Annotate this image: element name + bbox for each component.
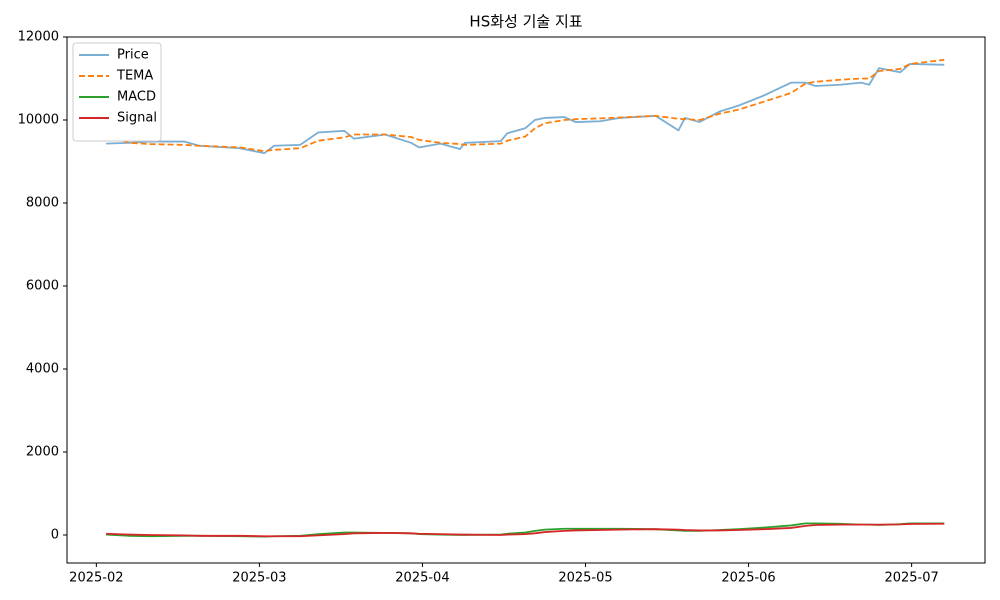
y-tick-label: 2000 bbox=[26, 444, 59, 459]
y-tick-label: 4000 bbox=[26, 361, 59, 376]
legend-box bbox=[72, 42, 162, 142]
y-tick-label: 0 bbox=[51, 527, 59, 542]
y-tick-label: 10000 bbox=[18, 112, 59, 127]
y-tick-label: 8000 bbox=[26, 195, 59, 210]
series-line bbox=[105, 58, 945, 153]
plot-frame bbox=[66, 36, 986, 564]
x-tick-label: 2025-05 bbox=[558, 571, 612, 586]
chart-title: HS화성 기술 지표 bbox=[469, 13, 582, 31]
legend-label: MACD bbox=[117, 90, 156, 105]
series-line bbox=[106, 63, 945, 155]
series-line bbox=[106, 522, 945, 538]
legend-label: Signal bbox=[117, 111, 157, 126]
y-tick-label: 12000 bbox=[18, 30, 59, 45]
legend-label: TEMA bbox=[116, 69, 153, 84]
x-tick-label: 2025-02 bbox=[69, 571, 123, 586]
legend-label: Price bbox=[117, 48, 149, 63]
x-tick-label: 2025-03 bbox=[232, 571, 286, 586]
x-tick-label: 2025-06 bbox=[721, 571, 775, 586]
y-tick-label: 6000 bbox=[26, 278, 59, 293]
x-tick-label: 2025-04 bbox=[395, 571, 449, 586]
x-tick-label: 2025-07 bbox=[884, 571, 938, 586]
